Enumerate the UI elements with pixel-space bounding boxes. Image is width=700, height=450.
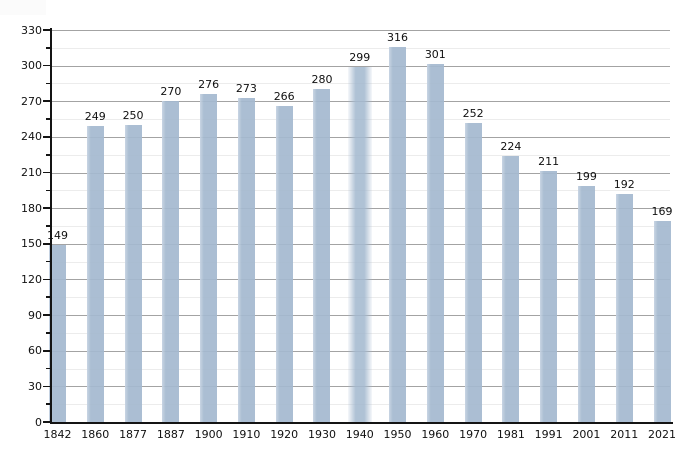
bar-value-label: 224: [500, 139, 522, 153]
x-axis-label: 2021: [648, 428, 676, 441]
bar-value-label: 301: [424, 48, 446, 62]
bar-value-label: 273: [235, 81, 257, 95]
y-axis-minor-tick: [46, 153, 50, 156]
y-axis-tick: [43, 171, 50, 174]
bar-2001: [577, 185, 595, 422]
bar-value-label: 280: [311, 73, 333, 87]
bar-1887: [162, 101, 180, 422]
y-axis-label: 90: [28, 308, 42, 322]
y-axis-minor-tick: [46, 189, 50, 192]
y-axis-tick: [43, 385, 50, 388]
y-axis-tick: [43, 29, 50, 31]
corner-artifact: [0, 0, 46, 15]
bar-1970: [464, 122, 482, 422]
bar-1877: [124, 125, 142, 422]
y-axis-label: 210: [21, 166, 42, 180]
x-axis-label: 1900: [194, 428, 223, 441]
x-axis-label: 1930: [307, 428, 336, 441]
y-axis-label: 270: [21, 94, 42, 108]
y-axis-minor-tick: [46, 296, 50, 299]
bar-value-label: 276: [198, 78, 220, 92]
bar-1900: [200, 94, 218, 422]
y-axis-minor-tick: [46, 82, 50, 85]
gridline-major: [50, 65, 670, 67]
x-axis-label: 2011: [610, 428, 639, 441]
y-axis-tick: [43, 278, 50, 281]
y-axis-tick: [43, 136, 50, 138]
bar-value-label: 252: [462, 106, 484, 120]
x-axis-label: 1860: [81, 428, 110, 441]
bar-value-label: 192: [613, 177, 635, 191]
x-axis-label: 1991: [534, 428, 563, 441]
y-axis-minor-tick: [46, 225, 50, 227]
bar-1991: [540, 171, 558, 422]
y-axis-tick: [43, 100, 50, 103]
x-axis-label: 1920: [270, 428, 299, 441]
bar-1960: [426, 64, 444, 422]
bar-value-label: 149: [47, 229, 68, 242]
y-axis-label: 30: [28, 379, 42, 393]
y-axis-label: 0: [35, 415, 42, 429]
y-axis-label: 240: [21, 130, 42, 144]
bar-1910: [237, 97, 255, 422]
y-axis-label: 120: [21, 272, 42, 286]
y-axis-minor-tick: [46, 47, 50, 49]
gridline-minor: [50, 47, 670, 49]
y-axis-tick: [43, 64, 50, 67]
y-axis-label: 150: [21, 237, 42, 251]
x-axis-label: 1887: [156, 428, 185, 441]
bar-value-label: 266: [273, 90, 295, 104]
y-axis-tick: [43, 314, 50, 316]
bar-value-label: 169: [651, 205, 673, 219]
bar-value-label: 270: [160, 85, 182, 99]
x-axis-label: 2001: [572, 428, 601, 441]
y-axis-line: [50, 28, 52, 422]
y-axis-label: 330: [21, 23, 42, 37]
bar-1920: [275, 106, 293, 422]
x-axis-label: 1910: [232, 428, 261, 441]
y-axis-minor-tick: [46, 403, 50, 405]
y-axis-tick: [43, 243, 50, 245]
bar-value-label: 211: [538, 155, 560, 169]
bar-1940: [347, 66, 372, 422]
y-axis-tick: [43, 349, 50, 352]
bar-1842: [49, 245, 66, 422]
bar-1860: [86, 126, 104, 422]
bar-2011: [615, 193, 633, 422]
bar-1930: [313, 89, 331, 422]
x-axis-label: 1940: [345, 428, 374, 441]
y-axis-tick: [43, 207, 50, 209]
x-axis-label: 1970: [459, 428, 488, 441]
x-axis-label: 1960: [421, 428, 450, 441]
x-axis-label: 1950: [383, 428, 412, 441]
x-axis-line: [50, 422, 673, 424]
bar-value-label: 250: [122, 109, 144, 123]
y-axis-tick: [43, 421, 50, 423]
bar-value-label: 199: [575, 169, 597, 183]
y-axis-label: 300: [21, 59, 42, 73]
bar-value-label: 316: [387, 30, 409, 44]
bar-value-label: 299: [349, 50, 371, 64]
bar-value-label: 249: [84, 110, 106, 124]
x-axis-label: 1981: [496, 428, 525, 441]
gridline-major: [50, 30, 670, 31]
bar-1950: [389, 46, 407, 422]
bar-2021: [653, 221, 671, 422]
y-axis-minor-tick: [46, 260, 50, 263]
x-axis-label: 1842: [43, 428, 72, 441]
y-axis-minor-tick: [46, 118, 50, 120]
bar-1981: [502, 155, 520, 422]
y-axis-minor-tick: [46, 332, 50, 334]
y-axis-label: 180: [21, 201, 42, 215]
y-axis-label: 60: [28, 344, 42, 358]
y-axis-minor-tick: [46, 367, 50, 370]
x-axis-label: 1877: [119, 428, 148, 441]
